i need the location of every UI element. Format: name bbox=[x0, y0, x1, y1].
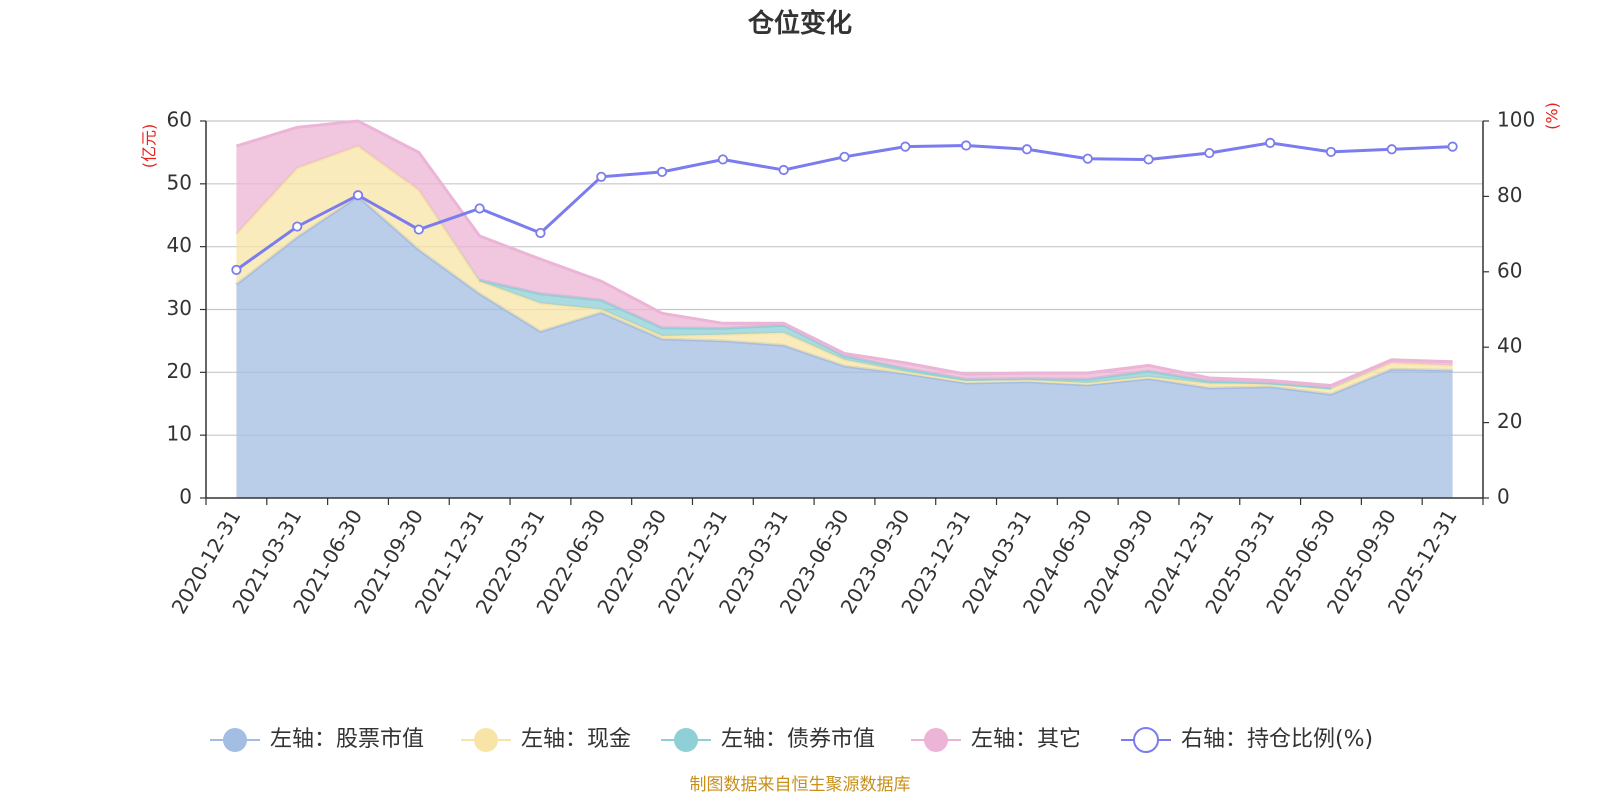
left-tick-label: 30 bbox=[167, 296, 192, 320]
ratio-point bbox=[900, 141, 911, 152]
ratio-point bbox=[413, 224, 424, 235]
ratio-point bbox=[1265, 137, 1276, 148]
legend-item: 左轴：债券市值 bbox=[661, 727, 875, 752]
area-edge-line bbox=[235, 119, 1453, 388]
ratio-point bbox=[717, 154, 728, 165]
left-tick-label: 10 bbox=[167, 422, 192, 446]
legend-marker-icon bbox=[1133, 727, 1159, 753]
left-tick-label: 0 bbox=[179, 485, 192, 509]
legend-label: 左轴：债券市值 bbox=[721, 727, 875, 752]
ratio-point bbox=[474, 203, 485, 214]
ratio-point bbox=[596, 171, 607, 182]
ratio-point bbox=[1143, 154, 1154, 165]
ratio-line-layer bbox=[231, 137, 1458, 276]
area-layer bbox=[235, 119, 1453, 498]
legend-label: 左轴：股票市值 bbox=[270, 727, 424, 752]
ratio-point bbox=[1325, 146, 1337, 158]
right-tick-label: 100 bbox=[1497, 108, 1535, 132]
area-左轴：其它 bbox=[236, 121, 1453, 388]
legend-item: 右轴：持仓比例(%) bbox=[1121, 727, 1373, 753]
left-tick-label: 20 bbox=[167, 359, 192, 383]
right-tick-label: 0 bbox=[1497, 485, 1510, 509]
legend-label: 左轴：现金 bbox=[521, 727, 631, 752]
ratio-point bbox=[961, 140, 972, 151]
right-tick-label: 80 bbox=[1497, 183, 1522, 207]
ratio-point bbox=[231, 264, 242, 276]
area-左轴：现金 bbox=[236, 146, 1453, 395]
chart-title: 仓位变化 bbox=[747, 8, 852, 39]
legend-marker-icon bbox=[924, 728, 948, 752]
left-tick-label: 60 bbox=[167, 108, 192, 132]
right-tick-label: 40 bbox=[1497, 334, 1522, 358]
left-tick-label: 40 bbox=[167, 233, 192, 257]
ratio-point bbox=[1021, 144, 1033, 155]
legend-item: 左轴：现金 bbox=[461, 727, 631, 752]
legend-marker-icon bbox=[474, 728, 498, 752]
ratio-point bbox=[535, 227, 546, 239]
legend-label: 右轴：持仓比例(%) bbox=[1181, 727, 1373, 752]
right-tick-label: 20 bbox=[1497, 409, 1522, 433]
legend-item: 左轴：股票市值 bbox=[210, 727, 424, 752]
ratio-point bbox=[1082, 153, 1093, 164]
legend-marker-icon bbox=[674, 728, 698, 752]
left-axis-unit: (亿元) bbox=[140, 124, 159, 169]
legend: 左轴：股票市值 左轴：现金 左轴：债券市值 左轴：其它 右轴：持仓比例(%) bbox=[210, 727, 1373, 753]
area-左轴：股票市值 bbox=[236, 196, 1453, 498]
ratio-point bbox=[839, 151, 850, 162]
ratio-point bbox=[1386, 144, 1397, 155]
left-tick-label: 50 bbox=[167, 170, 192, 194]
legend-marker-icon bbox=[223, 728, 247, 752]
right-axis-unit: (%) bbox=[1543, 102, 1562, 130]
right-tick-label: 60 bbox=[1497, 258, 1522, 282]
ratio-point bbox=[1447, 141, 1458, 152]
ratio-point bbox=[292, 221, 303, 232]
ratio-point bbox=[1204, 147, 1215, 159]
legend-label: 左轴：其它 bbox=[971, 727, 1081, 752]
ratio-point bbox=[656, 166, 668, 177]
source-note: 制图数据来自恒生聚源数据库 bbox=[690, 775, 911, 795]
legend-item: 左轴：其它 bbox=[911, 727, 1081, 752]
ratio-point bbox=[778, 164, 789, 176]
ratio-point bbox=[352, 190, 364, 201]
